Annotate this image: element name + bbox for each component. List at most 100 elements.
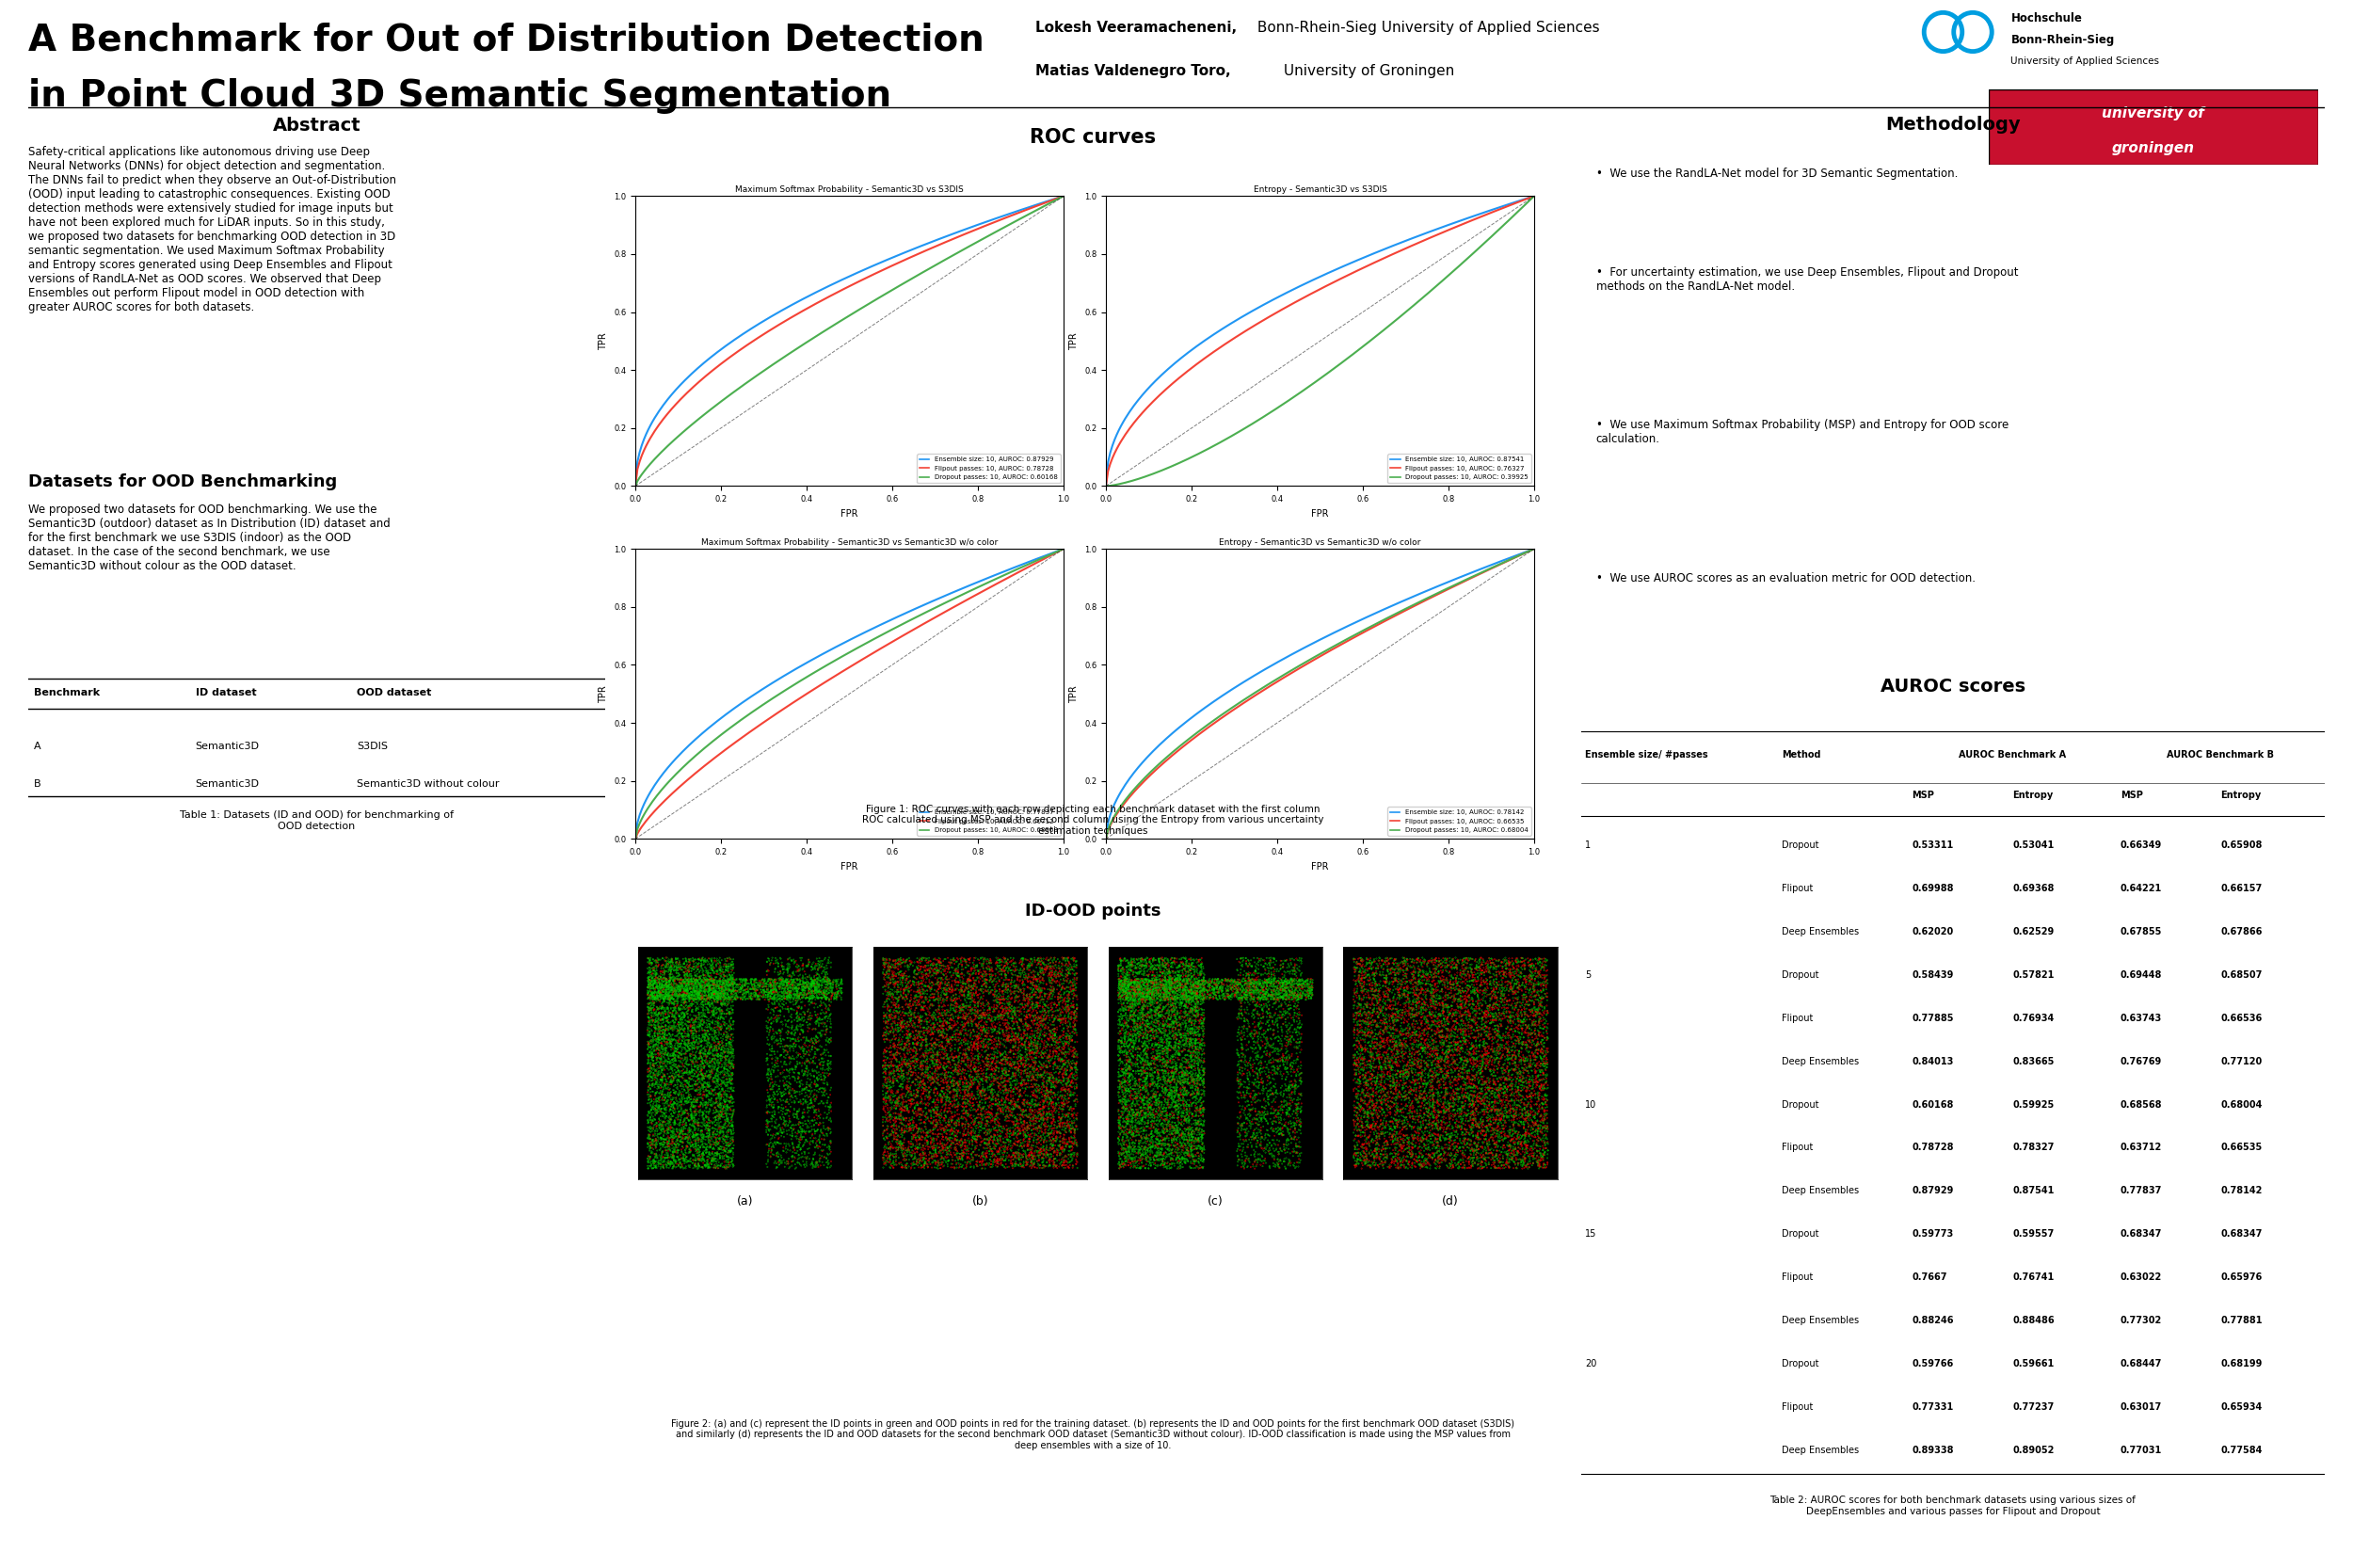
Point bbox=[779, 1099, 816, 1124]
Point bbox=[633, 983, 671, 1008]
Point bbox=[638, 975, 675, 1000]
Point bbox=[694, 1140, 732, 1165]
Point bbox=[689, 1074, 727, 1099]
Point bbox=[911, 1004, 948, 1029]
Point bbox=[692, 1093, 729, 1118]
Point bbox=[967, 1142, 1005, 1167]
Point bbox=[673, 1109, 711, 1134]
Point bbox=[979, 1087, 1016, 1112]
Point bbox=[1104, 958, 1141, 983]
Point bbox=[1221, 986, 1259, 1011]
Point bbox=[1419, 1041, 1457, 1066]
Point bbox=[1228, 1063, 1266, 1088]
Point bbox=[1475, 1156, 1513, 1181]
Point bbox=[1240, 1014, 1278, 1040]
Point bbox=[1115, 1036, 1153, 1062]
Point bbox=[649, 980, 687, 1005]
Point bbox=[1184, 1096, 1221, 1121]
Point bbox=[1099, 1004, 1136, 1029]
Point bbox=[1442, 1107, 1480, 1132]
Point bbox=[767, 1154, 805, 1179]
Point bbox=[753, 1123, 791, 1148]
Point bbox=[1355, 986, 1393, 1011]
Point bbox=[638, 1079, 675, 1104]
Point bbox=[654, 967, 692, 993]
Point bbox=[1393, 1134, 1431, 1159]
Point bbox=[1026, 1058, 1064, 1083]
Point bbox=[805, 1051, 842, 1076]
Point bbox=[772, 996, 809, 1021]
Point bbox=[944, 975, 981, 1000]
Point bbox=[661, 977, 699, 1002]
Point bbox=[984, 1041, 1021, 1066]
Point bbox=[1525, 1142, 1562, 1167]
Point bbox=[1111, 985, 1148, 1010]
Point bbox=[680, 960, 718, 985]
Point bbox=[1167, 1014, 1205, 1040]
Point bbox=[1400, 1090, 1438, 1115]
Point bbox=[932, 975, 969, 1000]
Point bbox=[995, 1041, 1033, 1066]
Point bbox=[753, 1082, 791, 1107]
Point bbox=[704, 1096, 741, 1121]
Point bbox=[965, 1066, 1002, 1091]
Point bbox=[1176, 1058, 1214, 1083]
Point bbox=[1035, 1021, 1073, 1046]
Point bbox=[1520, 991, 1558, 1016]
Point bbox=[1480, 1143, 1518, 1168]
Point bbox=[946, 994, 984, 1019]
Point bbox=[1155, 1060, 1193, 1085]
Point bbox=[1292, 972, 1329, 997]
Point bbox=[901, 946, 939, 971]
Point bbox=[1268, 1118, 1306, 1143]
Point bbox=[920, 997, 958, 1022]
Point bbox=[1167, 1104, 1205, 1129]
Point bbox=[1002, 1073, 1040, 1098]
Point bbox=[1153, 1055, 1191, 1080]
Point bbox=[1485, 982, 1522, 1007]
Point bbox=[1506, 967, 1544, 993]
Point bbox=[1002, 953, 1040, 978]
Point bbox=[1412, 993, 1449, 1018]
Point bbox=[628, 1022, 666, 1047]
Point bbox=[925, 1131, 962, 1156]
Point bbox=[1259, 1014, 1297, 1040]
Point bbox=[1045, 1073, 1082, 1098]
Point bbox=[1174, 1101, 1212, 1126]
Point bbox=[1005, 1132, 1042, 1157]
Point bbox=[678, 1102, 715, 1127]
Point bbox=[1471, 1126, 1508, 1151]
Point bbox=[706, 1104, 744, 1129]
Point bbox=[1172, 1115, 1209, 1140]
Point bbox=[1266, 1047, 1304, 1073]
Point bbox=[1118, 967, 1155, 993]
Point bbox=[965, 1083, 1002, 1109]
Point bbox=[1417, 1008, 1454, 1033]
Point bbox=[1471, 971, 1508, 996]
Point bbox=[798, 963, 835, 988]
Point bbox=[1176, 974, 1214, 999]
Point bbox=[1024, 946, 1061, 971]
Point bbox=[1240, 978, 1278, 1004]
Point bbox=[635, 989, 673, 1014]
Point bbox=[1405, 1145, 1442, 1170]
Point bbox=[1367, 1102, 1405, 1127]
Point bbox=[1224, 1127, 1261, 1152]
Point bbox=[1042, 1046, 1080, 1071]
Point bbox=[661, 1054, 699, 1079]
Point bbox=[711, 996, 748, 1021]
Point bbox=[1247, 977, 1285, 1002]
Point bbox=[1231, 974, 1268, 999]
Point bbox=[1153, 1022, 1191, 1047]
Point bbox=[1348, 1109, 1386, 1134]
Point bbox=[1426, 1083, 1464, 1109]
Point bbox=[1035, 1066, 1073, 1091]
Point bbox=[1104, 974, 1141, 999]
Point bbox=[1059, 1049, 1096, 1074]
Point bbox=[1351, 993, 1388, 1018]
Point bbox=[701, 1011, 739, 1036]
Point bbox=[1466, 1046, 1504, 1071]
Point bbox=[1508, 1035, 1546, 1060]
Point bbox=[1478, 980, 1515, 1005]
Point bbox=[920, 1033, 958, 1058]
